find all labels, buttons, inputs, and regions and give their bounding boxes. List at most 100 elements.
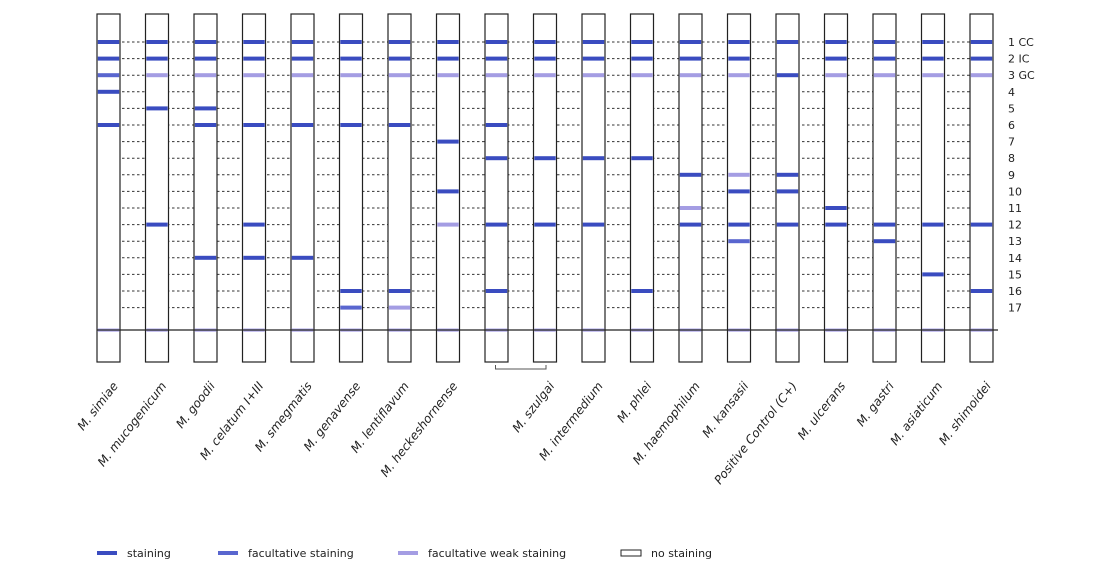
band-mark-12	[485, 222, 508, 227]
band-label-6: 6	[1008, 119, 1015, 132]
band-mark-6	[291, 123, 314, 127]
strip	[338, 13, 364, 363]
band-mark-2	[631, 56, 653, 61]
strip	[629, 13, 655, 363]
band-mark-6	[340, 123, 362, 127]
band-mark-1	[291, 40, 314, 44]
band-mark-10	[776, 189, 799, 194]
strip	[920, 13, 946, 363]
legend: staining facultative staining facultative …	[97, 547, 712, 560]
strip-outline	[290, 13, 315, 363]
band-mark-9	[679, 172, 702, 177]
band-mark-3	[922, 73, 944, 78]
strip-outline	[96, 13, 121, 363]
band-mark-12	[873, 222, 896, 227]
strip	[484, 13, 509, 363]
strip-label: M. szulgai	[510, 379, 558, 435]
band-mark-3	[825, 73, 847, 78]
legend-label: facultative weak staining	[428, 547, 566, 560]
band-label-4: 4	[1008, 86, 1015, 99]
band-mark-13	[873, 239, 896, 244]
band-mark-1	[679, 40, 702, 44]
band-mark-3	[437, 73, 459, 78]
band-mark-6	[485, 123, 508, 127]
band-mark-6	[194, 123, 217, 127]
band-mark-12	[534, 222, 556, 227]
band-mark-3	[582, 73, 605, 78]
band-mark-1	[194, 40, 217, 44]
band-mark-2	[194, 56, 217, 61]
strip-outline	[484, 13, 509, 363]
band-label-8: 8	[1008, 152, 1015, 165]
band-mark-2	[679, 56, 702, 61]
band-mark-2	[728, 56, 750, 61]
strip-outline	[387, 13, 412, 363]
band-mark-3	[728, 73, 750, 78]
band-mark-3	[873, 73, 896, 78]
band-mark-12	[437, 222, 459, 227]
band-mark-1	[582, 40, 605, 44]
legend-label: no staining	[651, 547, 712, 560]
strip-outline	[338, 13, 364, 363]
band-label-15: 15	[1008, 268, 1022, 281]
band-label-13: 13	[1008, 235, 1022, 248]
band-mark-2	[291, 56, 314, 61]
band-mark-1	[437, 40, 459, 44]
band-mark-2	[388, 56, 411, 61]
band-mark-3	[291, 73, 314, 78]
band-label-10: 10	[1008, 185, 1022, 198]
strip-outline	[435, 13, 461, 363]
band-label-5: 5	[1008, 102, 1015, 115]
band-mark-16	[340, 289, 362, 293]
strip-outline	[193, 13, 218, 363]
strip	[290, 13, 315, 363]
strip-outline	[629, 13, 655, 363]
strip	[144, 13, 170, 363]
band-mark-12	[582, 222, 605, 227]
band-label-17: 17	[1008, 302, 1022, 315]
band-mark-16	[485, 289, 508, 293]
band-mark-1	[922, 40, 944, 44]
strip	[193, 13, 218, 363]
strip-label: M. ulcerans	[795, 379, 849, 442]
band-mark-6	[388, 123, 411, 127]
band-mark-12	[679, 222, 702, 227]
legend-swatch-f	[218, 551, 238, 555]
band-mark-3	[340, 73, 362, 78]
band-label-12: 12	[1008, 219, 1022, 232]
band-mark-13	[728, 239, 750, 244]
band-mark-1	[970, 40, 993, 44]
strip-outline	[920, 13, 946, 363]
strip-outline	[775, 13, 800, 363]
band-mark-12	[970, 222, 993, 227]
strip	[435, 13, 461, 363]
strip	[823, 13, 849, 363]
band-label-16: 16	[1008, 285, 1022, 298]
band-mark-3	[776, 73, 799, 78]
strip-bracket-line	[495, 365, 547, 370]
band-mark-2	[534, 56, 556, 61]
band-mark-3	[970, 73, 993, 78]
strip-bracket	[495, 365, 547, 370]
band-mark-1	[631, 40, 653, 44]
band-label-9: 9	[1008, 169, 1015, 182]
band-mark-9	[776, 172, 799, 177]
band-mark-6	[97, 123, 120, 127]
strip-outline	[823, 13, 849, 363]
band-mark-3	[97, 73, 120, 78]
band-mark-12	[825, 222, 847, 227]
strip-label: M. simiae	[75, 379, 121, 433]
strip-outline	[241, 13, 267, 363]
band-mark-1	[485, 40, 508, 44]
strip-label: M. phlei	[614, 379, 655, 425]
strip	[678, 13, 703, 363]
band-mark-1	[776, 40, 799, 44]
band-mark-3	[631, 73, 653, 78]
band-label-2: 2 IC	[1008, 53, 1030, 66]
band-mark-3	[534, 73, 556, 78]
band-mark-16	[388, 289, 411, 293]
strip-outline	[144, 13, 170, 363]
band-mark-3	[679, 73, 702, 78]
